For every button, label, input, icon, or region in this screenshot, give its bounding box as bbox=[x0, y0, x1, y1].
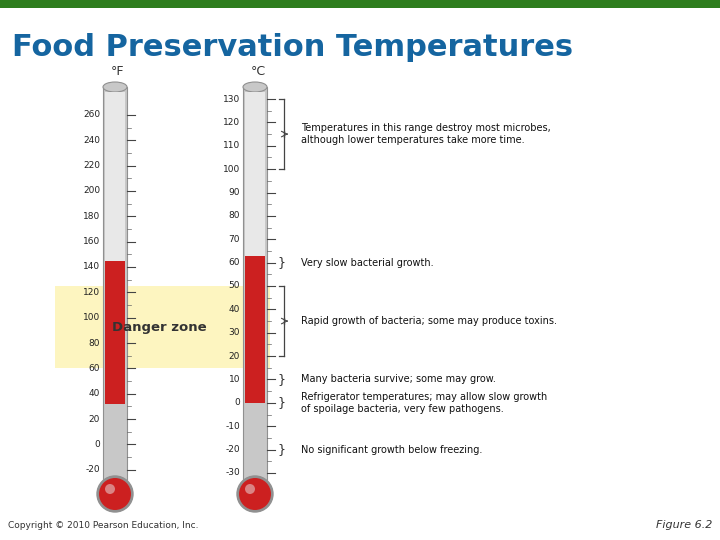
Text: 130: 130 bbox=[222, 94, 240, 104]
Text: -10: -10 bbox=[225, 422, 240, 431]
Text: -20: -20 bbox=[225, 445, 240, 454]
Text: Copyright © 2010 Pearson Education, Inc.: Copyright © 2010 Pearson Education, Inc. bbox=[8, 521, 199, 530]
Bar bbox=[0, 0, 720, 8]
Text: 0: 0 bbox=[94, 440, 100, 449]
Bar bbox=[103, 87, 127, 480]
Text: Food Preservation Temperatures: Food Preservation Temperatures bbox=[12, 33, 573, 63]
Text: 140: 140 bbox=[83, 262, 100, 272]
Circle shape bbox=[239, 478, 271, 510]
Text: Very slow bacterial growth.: Very slow bacterial growth. bbox=[301, 258, 433, 268]
Ellipse shape bbox=[243, 82, 267, 92]
Text: 260: 260 bbox=[83, 110, 100, 119]
Text: 30: 30 bbox=[228, 328, 240, 338]
Text: Rapid growth of bacteria; some may produce toxins.: Rapid growth of bacteria; some may produ… bbox=[301, 316, 557, 326]
Text: Temperatures in this range destroy most microbes,
although lower temperatures ta: Temperatures in this range destroy most … bbox=[301, 123, 551, 145]
Text: 60: 60 bbox=[228, 258, 240, 267]
Text: °C: °C bbox=[251, 65, 266, 78]
Text: 50: 50 bbox=[228, 281, 240, 291]
Text: 120: 120 bbox=[223, 118, 240, 127]
Circle shape bbox=[245, 484, 255, 494]
Bar bbox=[243, 87, 267, 480]
Text: 80: 80 bbox=[228, 211, 240, 220]
Text: Figure 6.2: Figure 6.2 bbox=[656, 520, 712, 530]
Text: 40: 40 bbox=[229, 305, 240, 314]
Ellipse shape bbox=[103, 82, 127, 92]
Text: 200: 200 bbox=[83, 186, 100, 195]
Text: 120: 120 bbox=[83, 288, 100, 297]
Circle shape bbox=[97, 476, 133, 512]
Bar bbox=[245, 92, 265, 255]
Bar bbox=[105, 261, 125, 404]
Text: 20: 20 bbox=[229, 352, 240, 361]
Text: 80: 80 bbox=[89, 339, 100, 348]
Circle shape bbox=[105, 484, 115, 494]
Text: 70: 70 bbox=[228, 235, 240, 244]
Text: 60: 60 bbox=[89, 364, 100, 373]
Circle shape bbox=[99, 478, 131, 510]
Text: -30: -30 bbox=[225, 469, 240, 477]
Text: 220: 220 bbox=[83, 161, 100, 170]
Text: 110: 110 bbox=[222, 141, 240, 150]
Text: 0: 0 bbox=[234, 399, 240, 407]
Text: 40: 40 bbox=[89, 389, 100, 399]
Text: 90: 90 bbox=[228, 188, 240, 197]
Bar bbox=[105, 92, 125, 261]
Text: }: } bbox=[277, 373, 285, 386]
Text: 160: 160 bbox=[83, 237, 100, 246]
Text: 20: 20 bbox=[89, 415, 100, 424]
Text: Danger zone: Danger zone bbox=[112, 321, 207, 334]
Text: No significant growth below freezing.: No significant growth below freezing. bbox=[301, 444, 482, 455]
Bar bbox=[245, 255, 265, 403]
Text: 10: 10 bbox=[228, 375, 240, 384]
Text: 100: 100 bbox=[83, 313, 100, 322]
Text: -20: -20 bbox=[86, 465, 100, 474]
Text: Many bacteria survive; some may grow.: Many bacteria survive; some may grow. bbox=[301, 375, 496, 384]
Text: Refrigerator temperatures; may allow slow growth
of spoilage bacteria, very few : Refrigerator temperatures; may allow slo… bbox=[301, 392, 547, 414]
Text: °F: °F bbox=[112, 65, 125, 78]
Text: 240: 240 bbox=[83, 136, 100, 145]
Circle shape bbox=[237, 476, 273, 512]
Text: 180: 180 bbox=[83, 212, 100, 221]
Text: 100: 100 bbox=[222, 165, 240, 174]
Text: }: } bbox=[277, 256, 285, 269]
Bar bbox=[55, 286, 270, 368]
Text: }: } bbox=[277, 396, 285, 409]
Text: }: } bbox=[277, 443, 285, 456]
